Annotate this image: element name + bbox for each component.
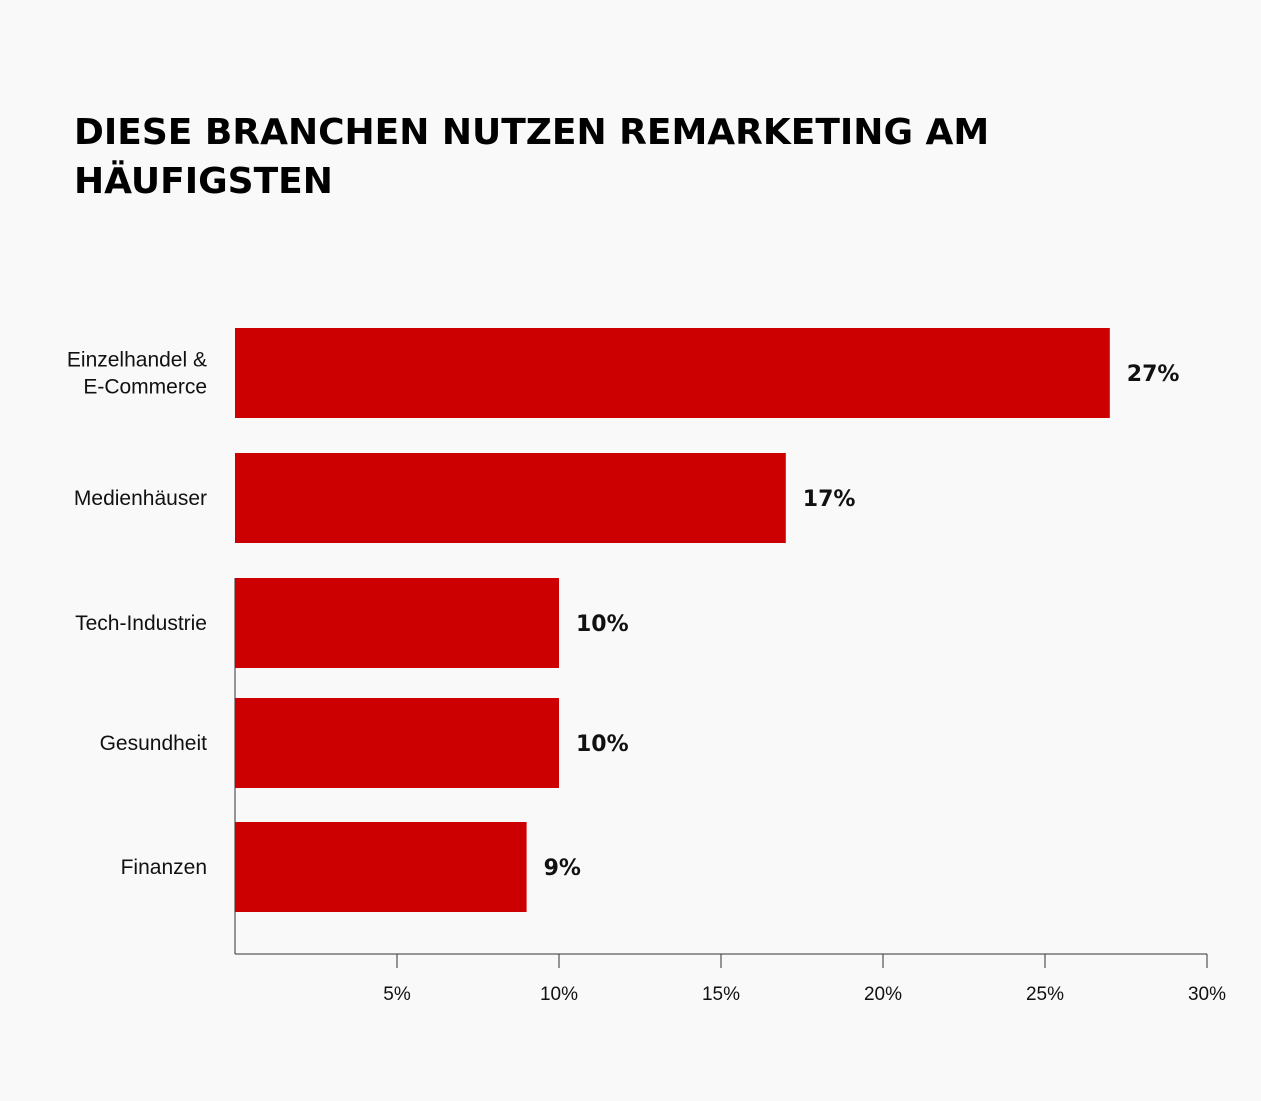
bar xyxy=(235,698,559,788)
bar-value-label: 9% xyxy=(544,856,581,881)
x-tick-label: 30% xyxy=(1188,984,1226,1005)
bar-value-label: 10% xyxy=(576,732,629,757)
x-tick-label: 5% xyxy=(383,984,411,1005)
bar xyxy=(235,578,559,668)
bar-value-label: 10% xyxy=(576,612,629,637)
x-tick-label: 15% xyxy=(702,984,740,1005)
category-label: Gesundheit xyxy=(100,732,208,755)
chart-title: DIESE BRANCHEN NUTZEN REMARKETING AM HÄU… xyxy=(74,108,1074,206)
category-label-line: E-Commerce xyxy=(83,376,207,399)
x-tick-label: 10% xyxy=(540,984,578,1005)
bar xyxy=(235,453,786,543)
chart-title-line-2: HÄUFIGSTEN xyxy=(74,161,333,202)
x-tick-label: 20% xyxy=(864,984,902,1005)
bar xyxy=(235,822,527,912)
category-label-line: Tech-Industrie xyxy=(75,612,207,635)
category-label-line: Gesundheit xyxy=(100,732,208,755)
chart-bars xyxy=(235,328,1110,912)
bar-value-label: 27% xyxy=(1127,362,1180,387)
bar xyxy=(235,328,1110,418)
category-label-line: Einzelhandel & xyxy=(67,349,207,372)
category-label-line: Finanzen xyxy=(121,856,207,879)
category-label: Finanzen xyxy=(121,856,207,879)
category-label: Einzelhandel & E-Commerce xyxy=(67,349,207,399)
x-tick-label: 25% xyxy=(1026,984,1064,1005)
category-label: Tech-Industrie xyxy=(75,612,207,635)
chart-title-line-1: DIESE BRANCHEN NUTZEN REMARKETING AM xyxy=(74,112,990,153)
category-label-line: Medienhäuser xyxy=(74,487,207,510)
category-label: Medienhäuser xyxy=(74,487,207,510)
bar-value-label: 17% xyxy=(803,487,856,512)
chart-labels: 5% 10% 15% 20% 25% 30% 27% Einzelhandel & E-Comm… xyxy=(67,349,1226,1006)
